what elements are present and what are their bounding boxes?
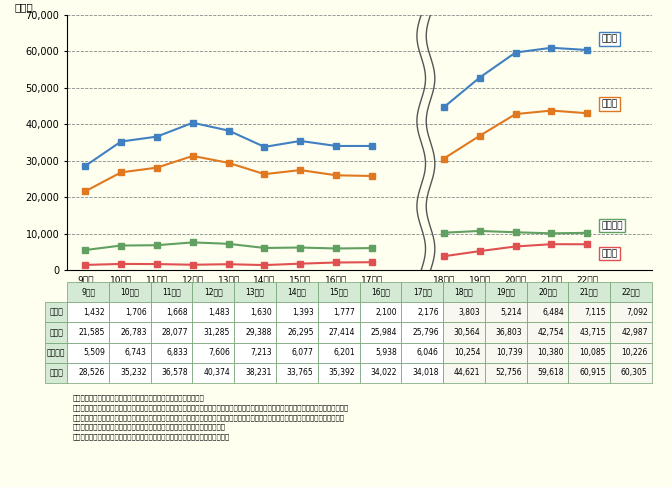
Text: 高等学校: 高等学校 <box>601 221 623 230</box>
Text: （件）: （件） <box>15 2 34 12</box>
Text: （注１）　平成８年度から，公立学校に加え，国・私立学校も調査。
（注２）　暴力行為を「自校の児童生徒が，故意に有形力（目に見える物理的な力）を加える行為」として: （注１） 平成８年度から，公立学校に加え，国・私立学校も調査。 （注２） 暴力行… <box>73 394 349 440</box>
Text: 小学校: 小学校 <box>601 249 618 258</box>
Text: 合　計: 合 計 <box>601 35 618 43</box>
Text: 中学校: 中学校 <box>601 100 618 109</box>
